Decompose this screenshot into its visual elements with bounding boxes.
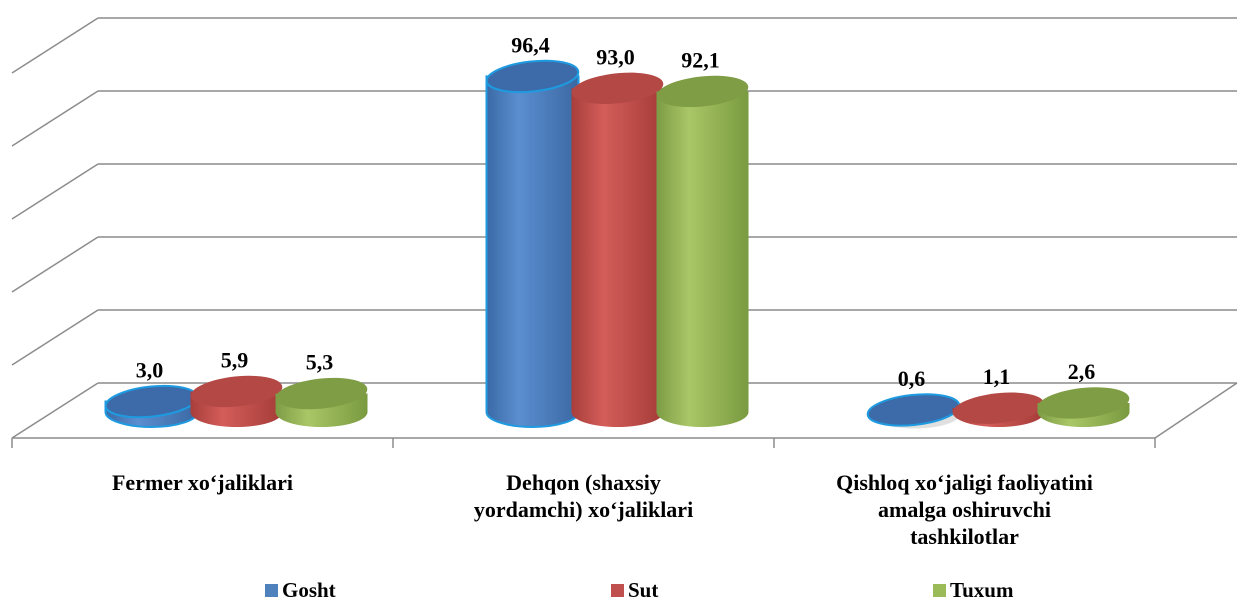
data-label-sut-3: 1,1 [983, 364, 1011, 389]
bar-body-sut-2 [571, 88, 664, 427]
category-label-3-line-2: amalga oshiruvchi [878, 497, 1051, 522]
category-label-2-line-1: Dehqon (shaxsiy [506, 470, 661, 495]
legend-item-sut: Sut [611, 578, 658, 603]
gridline-side [11, 90, 99, 147]
bar-top-sut-2 [571, 72, 664, 104]
bar-body-tuxum-2 [656, 91, 749, 427]
gridline-side [11, 382, 99, 439]
data-label-gosht-3: 0,6 [898, 366, 926, 391]
bar-tuxum-3 [1037, 387, 1130, 427]
legend-label-sut: Sut [628, 578, 659, 602]
data-label-tuxum-2: 92,1 [681, 47, 720, 72]
bar-top-sut-3 [952, 392, 1045, 424]
bar-tuxum-1 [275, 377, 368, 427]
legend-label-tuxum: Tuxum [950, 578, 1014, 602]
data-labels: 3,0 96,4 0,6 5,9 93,0 1,1 5,3 92,1 2,6 [136, 32, 1096, 390]
legend-label-gosht: Gosht [282, 578, 336, 602]
category-label-3-line-1: Qishloq xoʻjaligi faoliyatini [836, 470, 1093, 495]
bar-gosht-1 [104, 384, 199, 428]
data-label-gosht-1: 3,0 [136, 358, 164, 383]
gridline-side [11, 309, 99, 366]
legend-item-gosht: Gosht [265, 578, 336, 603]
bar-body-gosht-2 [485, 75, 580, 428]
gridline-side [11, 163, 99, 220]
data-label-tuxum-3: 2,6 [1068, 359, 1096, 384]
gridline-side [11, 236, 99, 293]
category-labels: Fermer xoʻjaliklari Dehqon (shaxsiyyordam… [112, 470, 1093, 549]
data-label-sut-2: 93,0 [596, 44, 635, 69]
bar-sut-1 [190, 375, 283, 427]
category-label-1-line-1: Fermer xoʻjaliklari [112, 470, 293, 495]
bar-gosht-2 [485, 59, 580, 428]
category-label-3-line-3: tashkilotlar [910, 524, 1019, 549]
bar-top-tuxum-3 [1037, 387, 1130, 419]
bar-tuxum-2 [656, 75, 749, 427]
category-label-2-line-2: yordamchi) xoʻjaliklari [474, 497, 693, 522]
x-axis [11, 382, 1238, 448]
bar-sut-3 [952, 392, 1045, 427]
bar-top-gosht-2 [485, 59, 580, 94]
data-label-gosht-2: 96,4 [511, 32, 550, 57]
data-label-tuxum-1: 5,3 [306, 350, 334, 375]
floor-edge [1154, 382, 1238, 439]
legend-swatch-gosht [265, 584, 278, 597]
bar-sut-2 [571, 72, 664, 427]
legend-swatch-tuxum [933, 584, 946, 597]
gridline-side [11, 17, 99, 74]
data-label-sut-1: 5,9 [221, 347, 249, 372]
bar-gosht-3 [866, 393, 961, 429]
bar-top-sut-1 [190, 375, 283, 408]
legend: Gosht Sut Tuxum [0, 578, 1238, 602]
bars [104, 59, 1130, 429]
legend-swatch-sut [611, 584, 624, 597]
legend-item-tuxum: Tuxum [933, 578, 1013, 603]
bar-top-tuxum-2 [656, 75, 749, 108]
bar-top-tuxum-1 [275, 377, 368, 410]
